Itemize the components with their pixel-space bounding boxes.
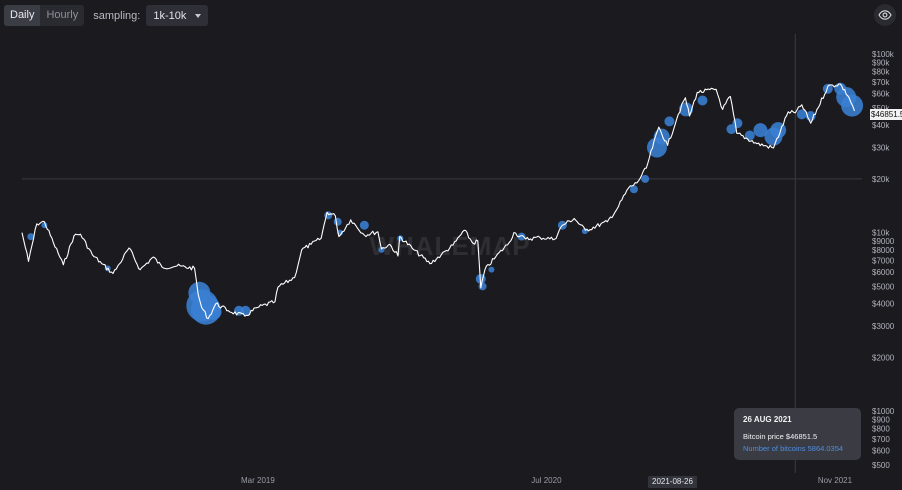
- hourly-tab[interactable]: Hourly: [46, 9, 79, 21]
- tooltip-price: Bitcoin price $46851.5: [743, 432, 818, 441]
- whale-bubble[interactable]: [664, 116, 675, 127]
- y-tick-label: $4000: [872, 300, 895, 309]
- x-tick-label: Mar 2019: [241, 476, 275, 485]
- y-tick-label: $20k: [872, 175, 890, 184]
- y-tick-label: $8000: [872, 246, 895, 255]
- y-tick-label: $5000: [872, 282, 895, 291]
- tooltip-date: 26 AUG 2021: [743, 415, 792, 424]
- whale-bubble[interactable]: [488, 266, 495, 273]
- x-tick-label: Nov 2021: [818, 476, 853, 485]
- whale-bubble[interactable]: [732, 118, 743, 129]
- whale-bubble[interactable]: [744, 130, 755, 141]
- whale-bubble[interactable]: [697, 95, 708, 106]
- price-line: [21, 83, 856, 320]
- y-tick-label: $70k: [872, 78, 890, 87]
- x-tick-label: Jul 2020: [531, 476, 562, 485]
- whale-bubble[interactable]: [822, 83, 833, 94]
- y-tick-label: $30k: [872, 143, 890, 152]
- eye-icon: [878, 10, 892, 20]
- y-tick-label: $80k: [872, 67, 890, 76]
- whale-bubble[interactable]: [359, 220, 369, 230]
- sampling-select[interactable]: 1k-10k: [146, 5, 209, 26]
- whale-bubble[interactable]: [478, 282, 487, 291]
- whale-bubble[interactable]: [27, 233, 35, 241]
- tooltip-bitcoin-count: Number of bitcoins 5864.0354: [743, 444, 844, 453]
- whale-bubble[interactable]: [796, 109, 807, 120]
- y-tick-label: $10k: [872, 229, 890, 238]
- y-tick-label: $800: [872, 424, 890, 433]
- y-tick-label: $7000: [872, 256, 895, 265]
- y-tick-label: $1000: [872, 407, 895, 416]
- current-price-marker: $46851.5: [870, 109, 902, 120]
- timeframe-toggle: Daily Hourly: [4, 5, 85, 26]
- sampling-label: sampling:: [93, 9, 141, 22]
- y-tick-label: $9000: [872, 237, 895, 246]
- whale-bubble[interactable]: [641, 174, 650, 183]
- y-tick-label: $700: [872, 435, 890, 444]
- whalemap-watermark: WHALEMAP: [369, 231, 530, 261]
- daily-tab[interactable]: Daily: [4, 5, 41, 26]
- chevron-down-icon: [195, 13, 202, 18]
- whale-bubble[interactable]: [517, 232, 526, 241]
- whale-bubble[interactable]: [653, 128, 670, 145]
- sampling-value: 1k-10k: [153, 9, 187, 22]
- y-tick-label: $40k: [872, 121, 890, 130]
- y-tick-label: $60k: [872, 90, 890, 99]
- y-tick-label: $6000: [872, 268, 895, 277]
- crosshair-date-label: 2021-08-26: [648, 476, 697, 488]
- y-tick-label: $50k: [872, 104, 890, 113]
- y-tick-label: $2000: [872, 353, 895, 362]
- y-tick-label: $600: [872, 447, 890, 456]
- hover-tooltip: 26 AUG 2021 Bitcoin price $46851.5 Numbe…: [734, 408, 861, 460]
- y-tick-label: $90k: [872, 58, 890, 67]
- y-tick-label: $500: [872, 461, 890, 470]
- whale-bubble[interactable]: [629, 185, 638, 194]
- y-tick-label: $3000: [872, 322, 895, 331]
- whale-bubble[interactable]: [753, 123, 768, 138]
- y-tick-label: $900: [872, 415, 890, 424]
- whale-bubble[interactable]: [333, 217, 342, 226]
- y-tick-label: $100k: [872, 50, 895, 59]
- visibility-toggle-button[interactable]: [874, 4, 896, 26]
- toolbar: Daily Hourly sampling: 1k-10k: [4, 5, 209, 26]
